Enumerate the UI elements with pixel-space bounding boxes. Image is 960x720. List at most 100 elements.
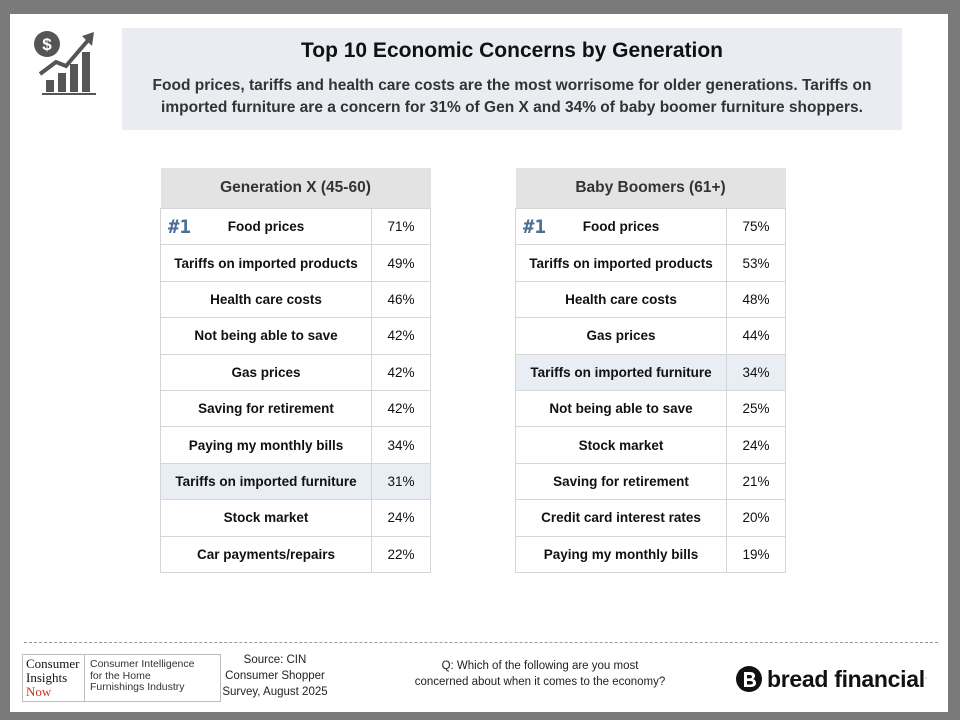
concern-label: Not being able to save xyxy=(549,401,693,417)
concern-percent: 42% xyxy=(371,389,431,428)
rank-badge: #1 xyxy=(523,216,546,238)
genx-table-title: Generation X (45-60) xyxy=(160,168,431,209)
concern-percent: 22% xyxy=(371,535,431,573)
concern-percent: 19% xyxy=(725,535,787,573)
concern-label-cell: Paying my monthly bills xyxy=(515,535,727,573)
table-row: #1 Food prices 75% xyxy=(515,207,787,246)
table-row: Saving for retirement 42% xyxy=(160,389,431,428)
cin-logo-line1: Consumer xyxy=(26,656,80,671)
bread-financial-logo: bread financial. xyxy=(736,664,927,694)
question-line-2: concerned about when it comes to the eco… xyxy=(414,676,666,688)
concern-percent: 34% xyxy=(725,353,787,391)
table-row: Tariffs on imported furniture 31% xyxy=(160,462,431,501)
concern-label: Health care costs xyxy=(565,291,677,307)
concern-label: Tariffs on imported products xyxy=(529,255,713,271)
concern-label: Tariffs on imported furniture xyxy=(530,364,712,380)
concern-label: Car payments/repairs xyxy=(196,546,336,562)
bread-logo-text: bread financial xyxy=(767,665,925,692)
concern-label: Stock market xyxy=(223,510,309,526)
concern-label-cell: Gas prices xyxy=(515,317,727,355)
cin-tagline-3: Furnishings Industry xyxy=(90,681,185,693)
table-row: Paying my monthly bills 34% xyxy=(160,426,431,464)
cin-tagline-2: for the Home xyxy=(90,669,151,682)
boomers-table: Baby Boomers (61+) #1 Food prices 75% Tarif… xyxy=(515,168,787,573)
source-note: Source: CIN Consumer Shopper Survey, Aug… xyxy=(210,652,340,700)
table-row: Paying my monthly bills 19% xyxy=(515,535,787,573)
cin-tagline-1: Consumer Intelligence xyxy=(90,658,195,670)
table-row: Gas prices 44% xyxy=(515,317,787,355)
concern-percent: 42% xyxy=(371,353,431,391)
concern-label-cell: Health care costs xyxy=(160,280,372,319)
source-line-1: Source: CIN xyxy=(243,654,307,666)
table-row: Health care costs 46% xyxy=(160,280,431,319)
header-box: Top 10 Economic Concerns by Generation F… xyxy=(122,28,902,130)
table-row: Car payments/repairs 22% xyxy=(160,535,431,573)
concern-label-cell: Saving for retirement xyxy=(515,462,727,501)
svg-text:$: $ xyxy=(42,35,52,54)
slide: $ Top 10 Economic Concerns by Generation… xyxy=(10,14,948,712)
concern-percent: 34% xyxy=(371,426,431,464)
concern-label: Food prices xyxy=(227,219,305,235)
concern-label: Gas prices xyxy=(586,328,656,344)
concern-label-cell: Paying my monthly bills xyxy=(160,426,372,464)
table-row: Not being able to save 42% xyxy=(160,317,431,355)
concern-percent: 20% xyxy=(725,499,787,537)
bread-logo-wordmark: bread financial. xyxy=(767,666,927,693)
concern-label: Tariffs on imported products xyxy=(174,255,358,271)
concern-percent: 44% xyxy=(725,317,787,355)
table-row: Saving for retirement 21% xyxy=(515,462,787,501)
table-row: Not being able to save 25% xyxy=(515,389,787,428)
cin-logo: Consumer Insights Now Consumer Intellige… xyxy=(22,654,221,702)
page-subtitle: Food prices, tariffs and health care cos… xyxy=(152,77,872,116)
concern-label-cell: Stock market xyxy=(515,426,727,464)
table-row: Health care costs 48% xyxy=(515,280,787,319)
table-row: Credit card interest rates 20% xyxy=(515,499,787,537)
concern-percent: 46% xyxy=(371,280,431,319)
boomers-table-title: Baby Boomers (61+) xyxy=(515,168,786,209)
concern-label: Tariffs on imported furniture xyxy=(175,473,357,489)
cin-logo-tagline: Consumer Intelligence for the Home Furni… xyxy=(85,655,220,701)
concern-percent: 49% xyxy=(371,244,431,282)
concern-label-cell: Car payments/repairs xyxy=(160,535,372,573)
concern-label: Paying my monthly bills xyxy=(188,437,344,453)
concern-label: Gas prices xyxy=(231,364,301,380)
concern-percent: 31% xyxy=(371,462,431,501)
table-row: #1 Food prices 71% xyxy=(160,207,431,246)
concern-percent: 53% xyxy=(725,244,787,282)
table-row: Tariffs on imported products 49% xyxy=(160,244,431,282)
footer-divider xyxy=(24,642,938,643)
concern-label-cell: #1 Food prices xyxy=(160,207,372,246)
concern-label-cell: Saving for retirement xyxy=(160,389,372,428)
concern-percent: 21% xyxy=(725,462,787,501)
concern-label-cell: Stock market xyxy=(160,499,372,537)
concern-label-cell: Credit card interest rates xyxy=(515,499,727,537)
concern-percent: 75% xyxy=(725,207,787,246)
concern-percent: 48% xyxy=(725,280,787,319)
rank-badge: #1 xyxy=(168,216,191,238)
concern-label-cell: Tariffs on imported furniture xyxy=(160,462,372,501)
concern-label: Saving for retirement xyxy=(198,401,334,417)
cin-logo-line3: Now xyxy=(26,684,52,699)
table-row: Tariffs on imported furniture 34% xyxy=(515,353,787,391)
concern-label: Health care costs xyxy=(210,291,322,307)
genx-table: Generation X (45-60) #1 Food prices 71% Tar… xyxy=(160,168,431,573)
concern-label: Stock market xyxy=(578,437,664,453)
concern-percent: 42% xyxy=(371,317,431,355)
cin-logo-line2: Insights xyxy=(26,670,68,685)
concern-label: Not being able to save xyxy=(194,328,338,344)
concern-label-cell: Tariffs on imported furniture xyxy=(515,353,727,391)
concern-label: Food prices xyxy=(582,219,660,235)
concern-label-cell: Not being able to save xyxy=(160,317,372,355)
concern-label-cell: Health care costs xyxy=(515,280,727,319)
concern-label-cell: Gas prices xyxy=(160,353,372,391)
concern-percent: 25% xyxy=(725,389,787,428)
table-row: Tariffs on imported products 53% xyxy=(515,244,787,282)
source-line-3: Survey, August 2025 xyxy=(222,686,328,698)
concern-percent: 24% xyxy=(371,499,431,537)
table-row: Stock market 24% xyxy=(160,499,431,537)
cin-logo-wordmark: Consumer Insights Now xyxy=(23,655,85,701)
survey-question: Q: Which of the following are you most c… xyxy=(390,658,690,690)
concern-label-cell: Tariffs on imported products xyxy=(160,244,372,282)
question-line-1: Q: Which of the following are you most xyxy=(441,660,639,672)
concern-label: Credit card interest rates xyxy=(541,510,701,526)
